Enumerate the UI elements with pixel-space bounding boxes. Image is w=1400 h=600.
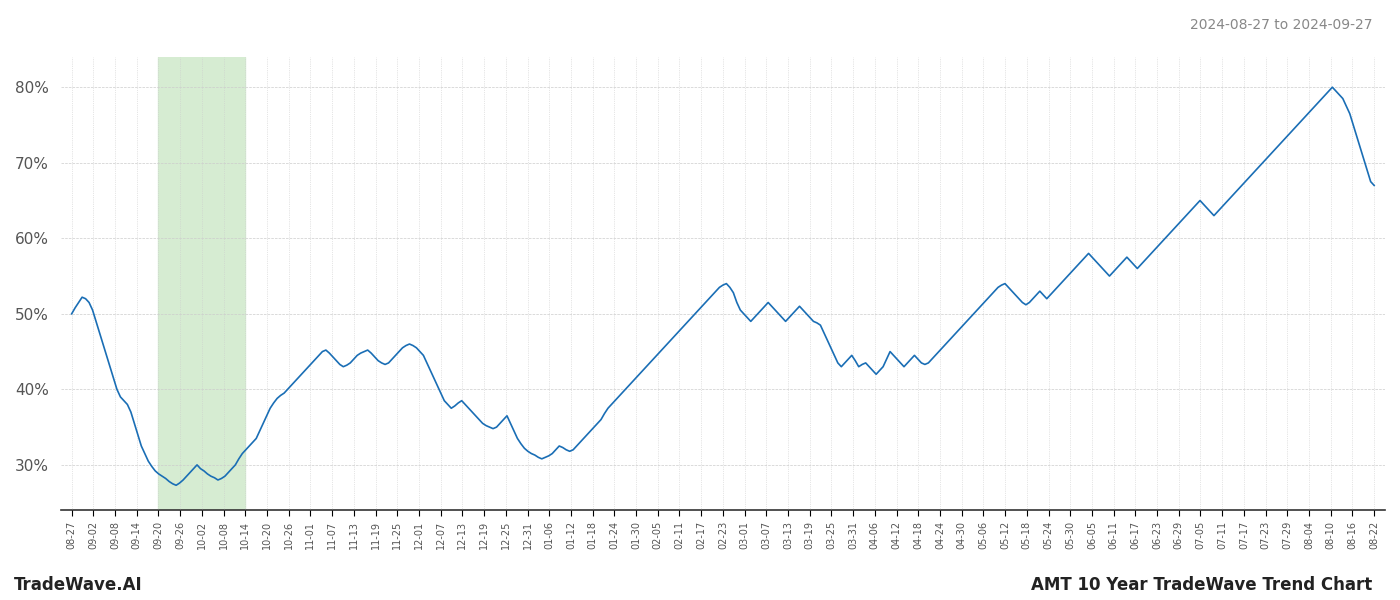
Text: 2024-08-27 to 2024-09-27: 2024-08-27 to 2024-09-27	[1190, 18, 1372, 32]
Text: TradeWave.AI: TradeWave.AI	[14, 576, 143, 594]
Bar	[158, 57, 245, 510]
Text: AMT 10 Year TradeWave Trend Chart: AMT 10 Year TradeWave Trend Chart	[1030, 576, 1372, 594]
